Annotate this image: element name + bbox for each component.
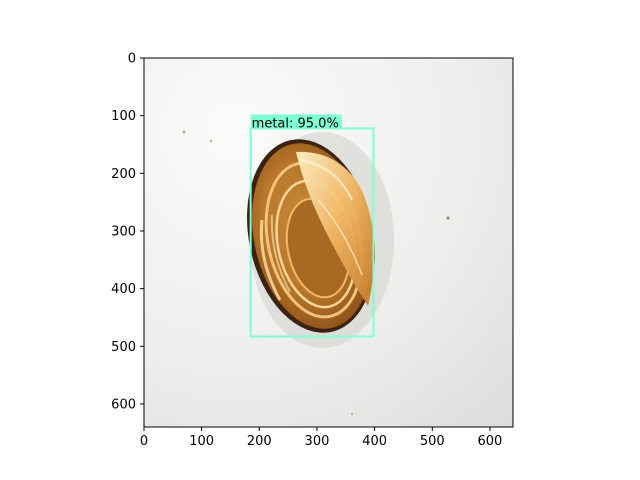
y-tick-label: 200 [111, 167, 136, 182]
x-tick-label: 600 [478, 434, 503, 449]
y-tick-label: 100 [111, 109, 136, 124]
x-tick-label: 500 [420, 434, 445, 449]
x-axis: 0 100 200 300 400 500 600 [140, 427, 502, 449]
x-tick-label: 400 [362, 434, 387, 449]
y-tick-label: 400 [111, 282, 136, 297]
x-tick-label: 200 [247, 434, 272, 449]
y-tick-label: 600 [111, 397, 136, 412]
y-tick-label: 0 [128, 52, 136, 67]
speck [209, 139, 213, 143]
x-tick-label: 0 [140, 434, 148, 449]
speck [182, 130, 186, 134]
y-tick-label: 300 [111, 224, 136, 239]
detection-label: metal: 95.0% [252, 116, 339, 131]
speck [351, 413, 353, 415]
detection-label-background [250, 114, 342, 129]
x-tick-label: 100 [189, 434, 214, 449]
metal-lid-object [247, 139, 375, 333]
axes-frame [143, 57, 514, 428]
detection: metal: 95.0% [249, 114, 375, 338]
y-axis: 0 100 200 300 400 500 600 [111, 52, 144, 412]
photo [144, 58, 513, 427]
y-tick-label: 500 [111, 340, 136, 355]
speck [446, 216, 450, 220]
detection-bounding-box [249, 127, 375, 338]
x-tick-label: 300 [305, 434, 330, 449]
